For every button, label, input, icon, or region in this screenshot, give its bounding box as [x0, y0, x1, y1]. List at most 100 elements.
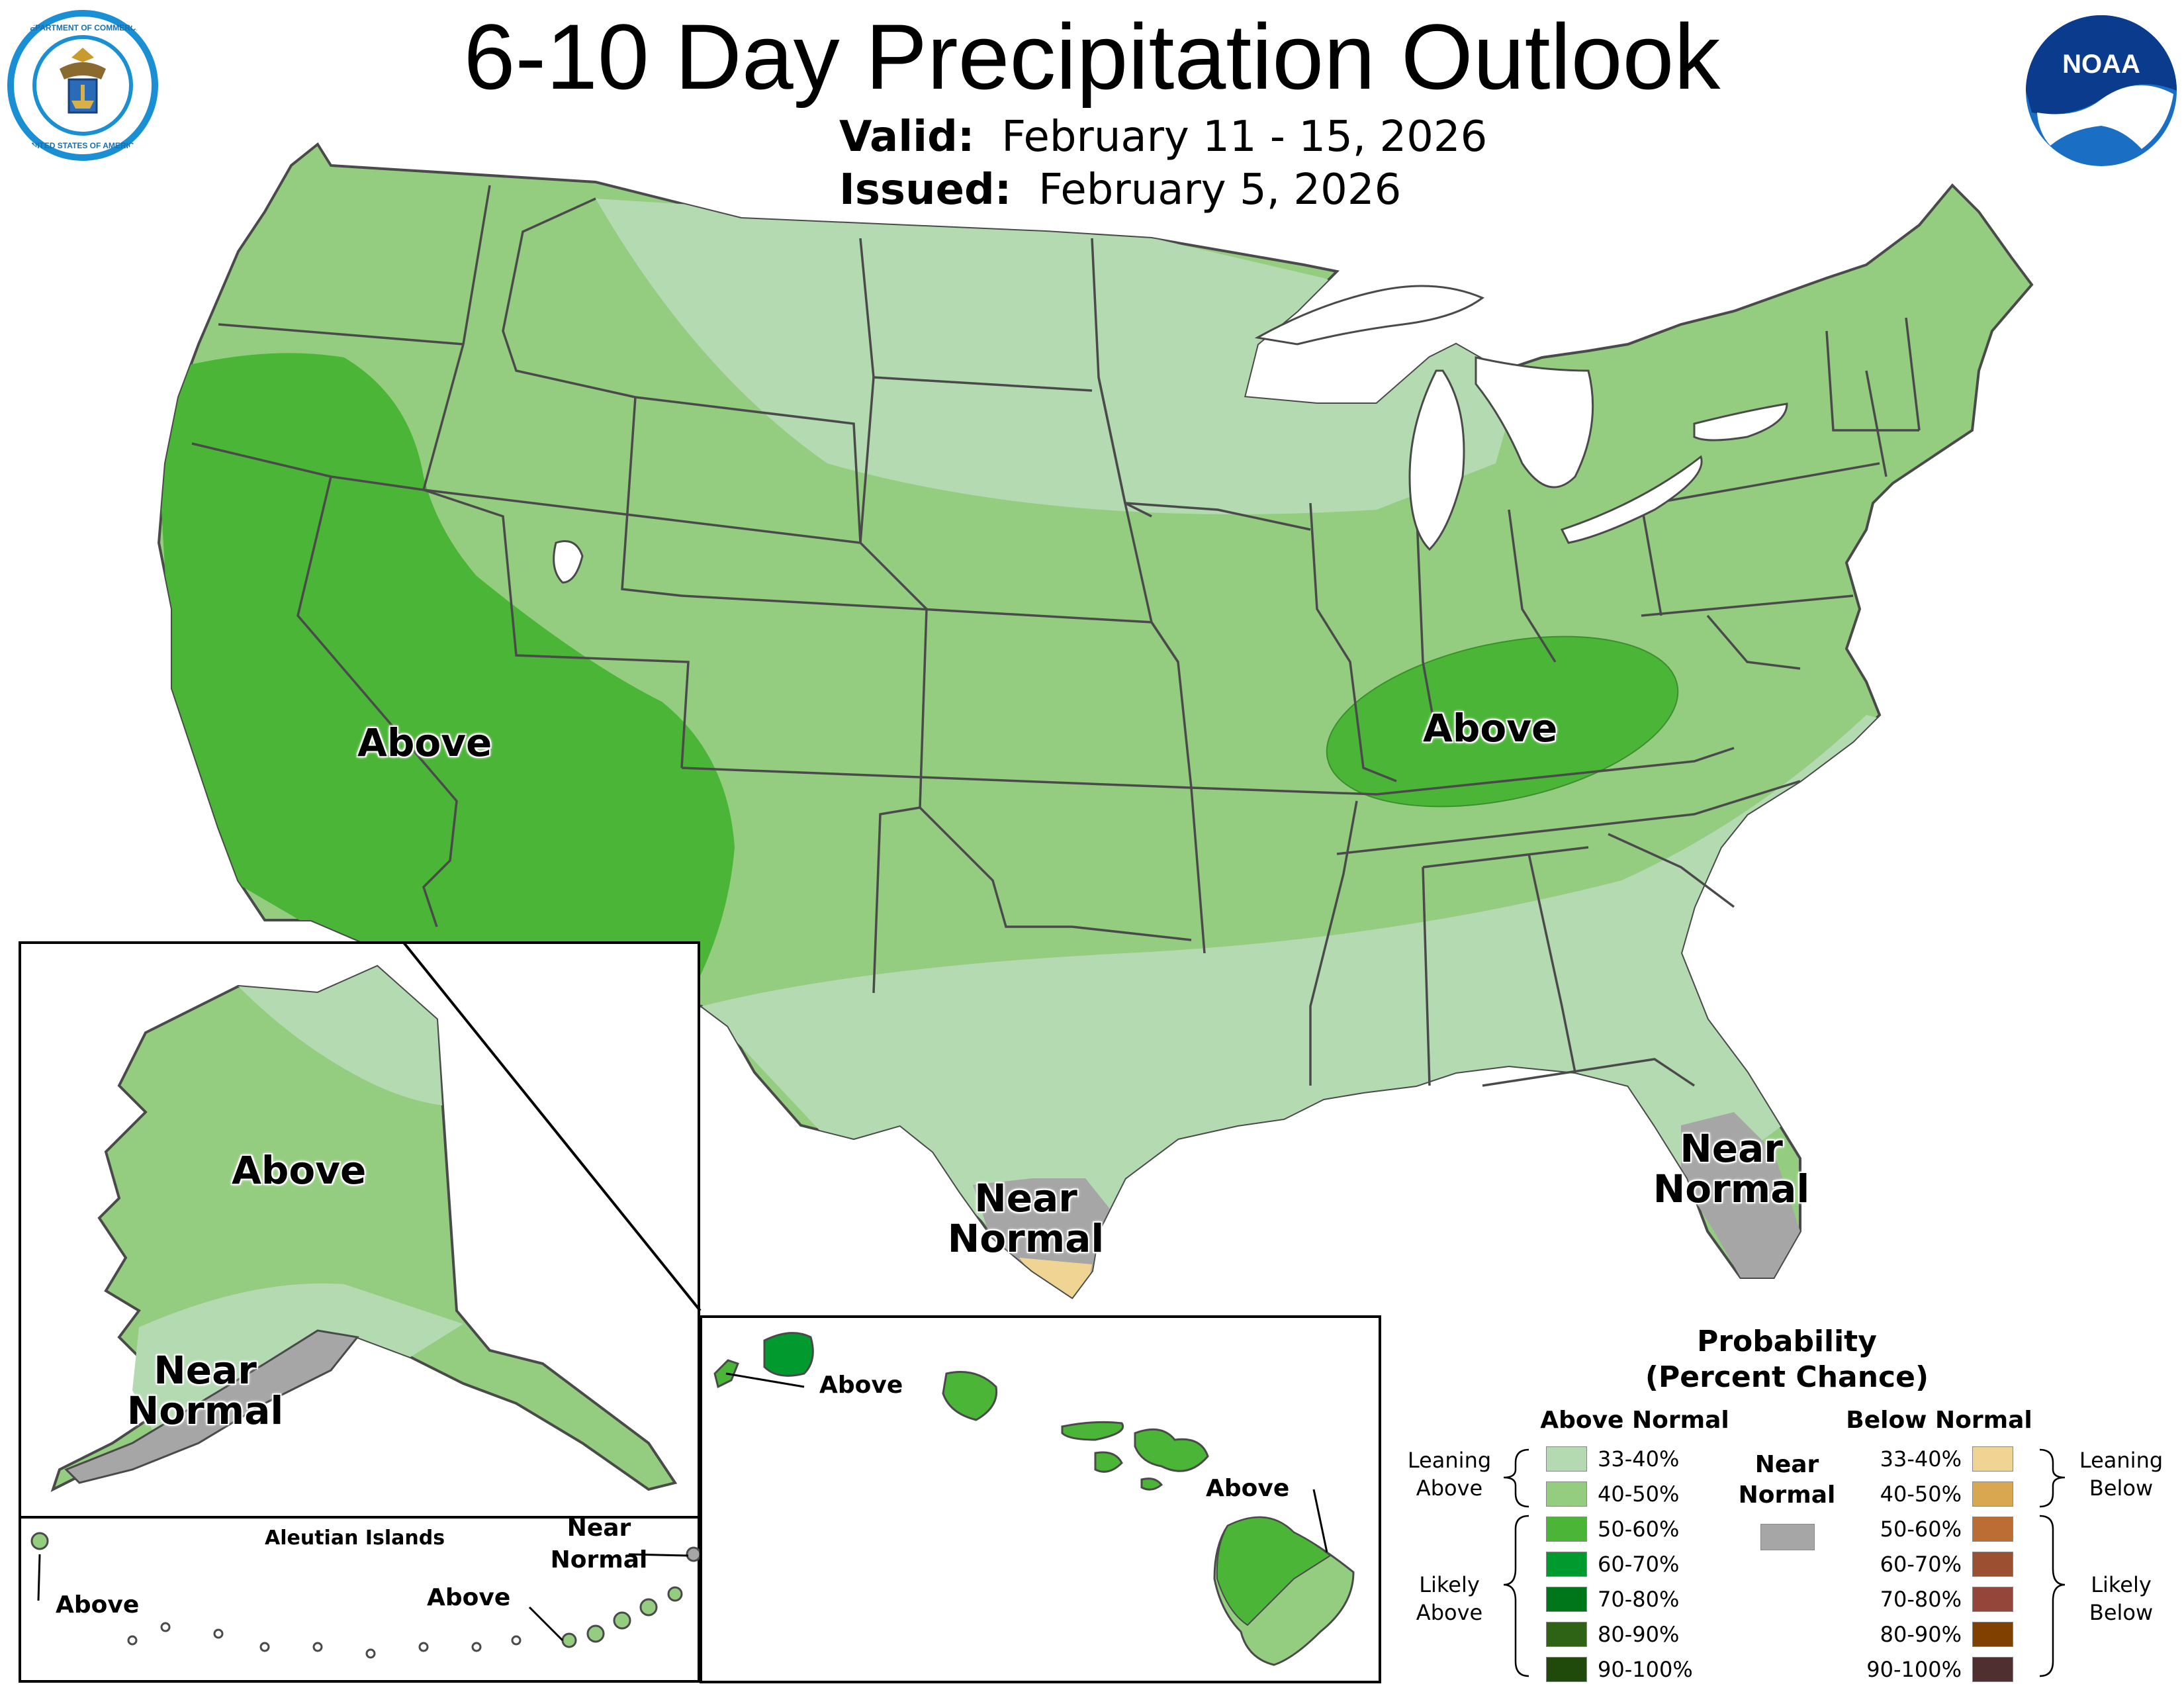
lake-michigan [1408, 369, 1465, 551]
legend-below-label-1: 33-40% [1880, 1446, 1962, 1472]
lake-superior [1254, 285, 1484, 346]
alaska-near-normal-region [64, 1329, 359, 1484]
legend-likely-above-line1: Likely [1419, 1572, 1480, 1597]
aleutian-islands [30, 1532, 683, 1648]
legend-above-braces [1503, 1448, 1529, 1677]
noaa-logo: NOAA [2026, 15, 2177, 166]
department-of-commerce-seal: DEPARTMENT OF COMMERCE UNITED STATES OF … [7, 10, 158, 161]
legend-above-swatch-2 [1546, 1481, 1587, 1507]
legend-above-swatch-3 [1546, 1517, 1587, 1542]
legend-leaning-above-line2: Above [1416, 1476, 1483, 1501]
aleutian-near-line1: Near [567, 1515, 631, 1542]
legend-above-swatch-4 [1546, 1552, 1587, 1577]
big-island-likely-region [1216, 1517, 1332, 1626]
legend-above-swatch-1 [1546, 1446, 1587, 1472]
florida-near-normal-region [1681, 1112, 1800, 1278]
legend-near-normal-label: Near Normal [1727, 1450, 1846, 1511]
label-texas-near-line1: Near [974, 1176, 1077, 1221]
label-florida-near-normal: Near Normal [1652, 1129, 1811, 1209]
label-alaska-near-line2: Normal [126, 1387, 284, 1433]
legend-leaning-above-line1: Leaning [1407, 1448, 1492, 1473]
issued-line: Issued: February 5, 2026 [839, 165, 1401, 214]
lanai-island [1094, 1451, 1123, 1473]
aleutian-near-line2: Normal [550, 1546, 648, 1573]
label-alaska-near-normal: Near Normal [126, 1350, 285, 1431]
noaa-text: NOAA [2062, 50, 2140, 79]
legend-leaning-below-line2: Below [2089, 1476, 2154, 1501]
legend-above-swatch-7 [1546, 1657, 1587, 1682]
aleutian-above-left: Above [56, 1591, 140, 1618]
alaska-inset [19, 941, 702, 1521]
legend-likely-below-line1: Likely [2091, 1572, 2152, 1597]
legend-below-label-5: 70-80% [1880, 1587, 1962, 1612]
aleutian-leader-near [628, 1553, 689, 1557]
legend-above-label-3: 50-60% [1598, 1517, 1680, 1542]
alaska-north-leaning-region [238, 966, 442, 1105]
molokai-island [1061, 1421, 1124, 1441]
legend-above-swatch-5 [1546, 1587, 1587, 1612]
page-title: 6-10 Day Precipitation Outlook [463, 5, 1721, 109]
legend-below-label-2: 40-50% [1880, 1481, 1962, 1507]
legend-title-line1: Probability [1697, 1325, 1877, 1358]
legend-below-swatch-4 [1972, 1552, 2013, 1577]
legend-below-swatch-7 [1972, 1657, 2013, 1682]
hawaii-above-bigisland: Above [1206, 1475, 1290, 1502]
legend-title-line2: (Percent Chance) [1645, 1360, 1929, 1394]
texas-leaning-below-region [1019, 1258, 1092, 1297]
aleutian-inset [19, 1516, 702, 1683]
label-texas-near-normal: Near Normal [946, 1178, 1105, 1259]
legend-likely-below: Likely Below [2071, 1571, 2171, 1626]
legend-leaning-below-line1: Leaning [2079, 1448, 2163, 1473]
valid-line: Valid: February 11 - 15, 2026 [839, 113, 1487, 162]
kahoolawe-island [1140, 1477, 1163, 1491]
ohio-valley-likely-region [1326, 635, 1679, 808]
legend-title: Probability (Percent Chance) [1562, 1324, 2012, 1395]
great-salt-lake [553, 540, 584, 584]
legend-below-label-7: 90-100% [1866, 1657, 1962, 1682]
legend-above-header: Above Normal [1540, 1407, 1729, 1434]
legend-above-label-4: 60-70% [1598, 1552, 1680, 1577]
legend-below-swatch-2 [1972, 1481, 2013, 1507]
aleutian-above-right: Above [427, 1584, 511, 1611]
label-alaska-above: Above [232, 1148, 367, 1193]
aleutian-leader-left [37, 1554, 41, 1601]
legend-above-label-7: 90-100% [1598, 1657, 1693, 1682]
legend-likely-below-line2: Below [2089, 1600, 2154, 1625]
hawaii-leader-kauai [725, 1372, 805, 1388]
lake-ontario [1693, 402, 1788, 442]
valid-value: February 11 - 15, 2026 [1001, 113, 1488, 162]
issued-value: February 5, 2026 [1038, 165, 1402, 214]
seal-top-text: DEPARTMENT OF COMMERCE [24, 23, 141, 32]
state-borders [191, 185, 1921, 1087]
great-lakes [553, 285, 1788, 584]
aleutian-near-normal: Near Normal [549, 1513, 649, 1576]
legend-below-swatch-3 [1972, 1517, 2013, 1542]
hawaii-leader-bigisland [1312, 1489, 1328, 1553]
valid-label: Valid: [839, 113, 975, 162]
lake-huron [1475, 356, 1594, 489]
label-alaska-near-line1: Near [154, 1348, 257, 1393]
legend-below-swatch-1 [1972, 1446, 2013, 1472]
legend-above-swatch-6 [1546, 1622, 1587, 1647]
northern-plains-leaning-region [596, 199, 1522, 514]
issued-label: Issued: [839, 165, 1012, 214]
label-florida-near-line1: Near [1680, 1126, 1783, 1171]
legend-near-line2: Normal [1738, 1481, 1836, 1509]
legend-below-swatch-6 [1972, 1622, 2013, 1647]
seal-bottom-text: UNITED STATES OF AMERICA [26, 141, 140, 150]
lake-erie [1560, 455, 1703, 544]
legend-below-label-4: 60-70% [1880, 1552, 1962, 1577]
west-likely-region [159, 353, 735, 1000]
label-ohio-valley-above: Above [1423, 706, 1558, 751]
oahu-island [942, 1371, 998, 1421]
legend-above-label-1: 33-40% [1598, 1446, 1680, 1472]
label-florida-near-line2: Normal [1653, 1166, 1810, 1211]
hawaii-above-kauai: Above [819, 1372, 903, 1399]
legend-above-label-2: 40-50% [1598, 1481, 1680, 1507]
label-west-above: Above [357, 720, 492, 765]
maui-island [1134, 1428, 1209, 1472]
legend-near-line1: Near [1754, 1451, 1819, 1478]
aleutian-title: Aleutian Islands [265, 1526, 445, 1550]
